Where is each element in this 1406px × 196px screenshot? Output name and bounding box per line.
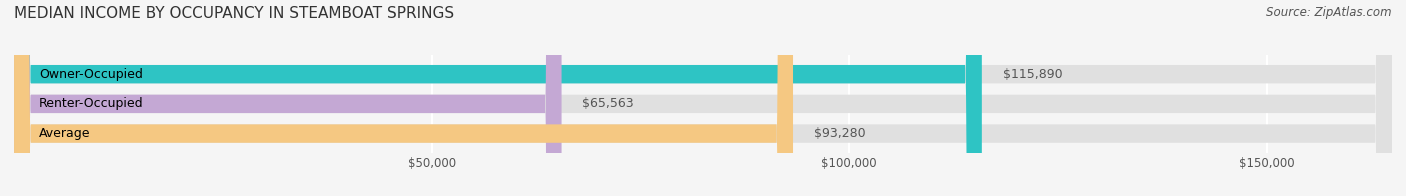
Text: Source: ZipAtlas.com: Source: ZipAtlas.com xyxy=(1267,6,1392,19)
Text: $65,563: $65,563 xyxy=(582,97,634,110)
FancyBboxPatch shape xyxy=(14,0,793,196)
FancyBboxPatch shape xyxy=(14,0,561,196)
FancyBboxPatch shape xyxy=(14,0,1392,196)
Text: MEDIAN INCOME BY OCCUPANCY IN STEAMBOAT SPRINGS: MEDIAN INCOME BY OCCUPANCY IN STEAMBOAT … xyxy=(14,6,454,21)
Text: $115,890: $115,890 xyxy=(1002,68,1063,81)
Text: Owner-Occupied: Owner-Occupied xyxy=(39,68,143,81)
Text: Renter-Occupied: Renter-Occupied xyxy=(39,97,143,110)
FancyBboxPatch shape xyxy=(14,0,981,196)
Text: Average: Average xyxy=(39,127,90,140)
FancyBboxPatch shape xyxy=(14,0,1392,196)
FancyBboxPatch shape xyxy=(14,0,1392,196)
Text: $93,280: $93,280 xyxy=(814,127,866,140)
